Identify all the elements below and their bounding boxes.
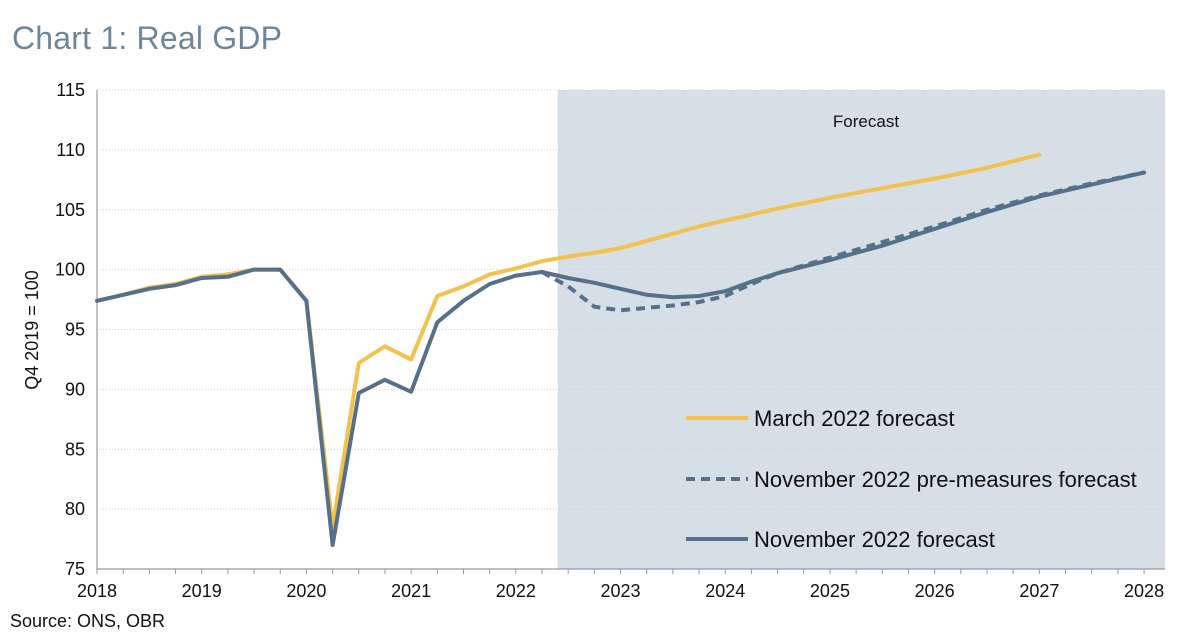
x-tick-label: 2020 <box>286 581 326 601</box>
x-tick-label: 2023 <box>601 581 641 601</box>
y-tick-label: 95 <box>65 320 85 340</box>
legend-label: November 2022 pre-measures forecast <box>754 467 1137 492</box>
series-line-1 <box>541 170 1145 313</box>
series-line-0 <box>95 152 1042 530</box>
x-tick-label: 2019 <box>182 581 222 601</box>
y-tick-label: 80 <box>65 499 85 519</box>
chart-title: Chart 1: Real GDP <box>12 20 283 56</box>
x-tick-label: 2027 <box>1019 581 1059 601</box>
legend-label: November 2022 forecast <box>754 527 995 552</box>
forecast-region <box>557 90 1165 569</box>
x-tick-label: 2026 <box>915 581 955 601</box>
x-tick-label: 2025 <box>810 581 850 601</box>
x-tick-label: 2028 <box>1124 581 1164 601</box>
y-tick-label: 105 <box>55 200 85 220</box>
legend-label: March 2022 forecast <box>754 406 955 431</box>
y-tick-label: 90 <box>65 379 85 399</box>
y-tick-label: 115 <box>56 80 85 100</box>
y-tick-label: 85 <box>65 439 85 459</box>
y-tick-label: 110 <box>56 140 85 160</box>
x-tick-label: 2021 <box>391 581 431 601</box>
y-tick-label: 75 <box>65 559 85 579</box>
forecast-label: Forecast <box>833 112 899 131</box>
x-tick-label: 2022 <box>496 581 536 601</box>
series-line-2 <box>95 170 1147 547</box>
x-tick-label: 2018 <box>77 581 117 601</box>
source-note: Source: ONS, OBR <box>10 611 166 631</box>
y-tick-label: 100 <box>55 260 85 280</box>
x-tick-label: 2024 <box>705 581 745 601</box>
y-axis-label: Q4 2019 = 100 <box>22 270 42 390</box>
